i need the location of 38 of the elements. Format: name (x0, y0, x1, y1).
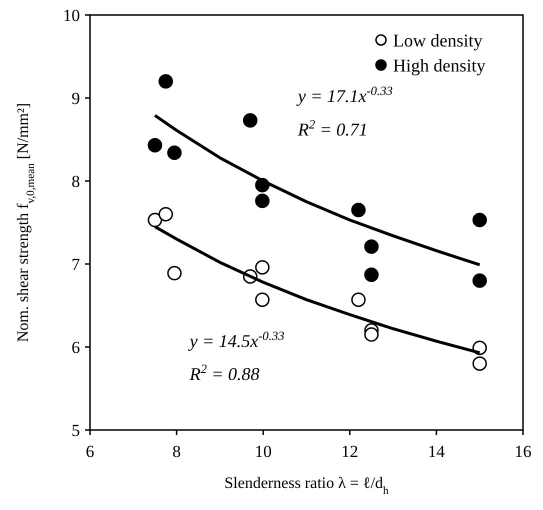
legend-label: High density (393, 55, 486, 76)
point (158, 74, 174, 89)
point (167, 266, 182, 280)
point (167, 146, 182, 160)
y-tick-label: 6 (72, 338, 80, 357)
point (148, 138, 162, 153)
point (472, 212, 487, 228)
annotation: R$^{2}$ = 0.88 (188, 362, 260, 384)
x-tick-label: 12 (341, 442, 358, 461)
point (472, 356, 487, 371)
y-tick-label: 10 (63, 6, 80, 25)
legend-label: Low density (393, 30, 482, 50)
annotation: R$^{2}$ = 0.71 (296, 117, 368, 140)
point (148, 212, 162, 228)
x-axis-title: Slenderness ratio λ = ℓ/d$_{h}$ (224, 475, 390, 497)
point (364, 239, 379, 254)
point (364, 327, 379, 342)
x-tick-label: 8 (172, 442, 181, 461)
x-tick-label: 10 (254, 442, 272, 461)
y-tick-label: 5 (72, 420, 80, 440)
x-tick-label: 16 (514, 442, 532, 461)
line-series (153, 114, 482, 266)
point (351, 292, 366, 307)
point (472, 273, 487, 288)
y-tick-label: 9 (72, 88, 80, 108)
point (255, 194, 270, 208)
point (158, 206, 174, 222)
annotation: y = 14.5x$^{-0.33}$ (188, 329, 284, 351)
x-tick-label: 6 (86, 442, 94, 461)
point (255, 292, 270, 307)
y-tick-label: 7 (72, 254, 80, 274)
point (242, 113, 258, 128)
point (364, 268, 379, 282)
x-tick-label: 14 (428, 442, 446, 461)
point (255, 260, 270, 275)
annotation: y = 17.1x$^{-0.33}$ (296, 84, 393, 106)
point (351, 202, 366, 218)
y-tick-label: 8 (72, 172, 80, 191)
